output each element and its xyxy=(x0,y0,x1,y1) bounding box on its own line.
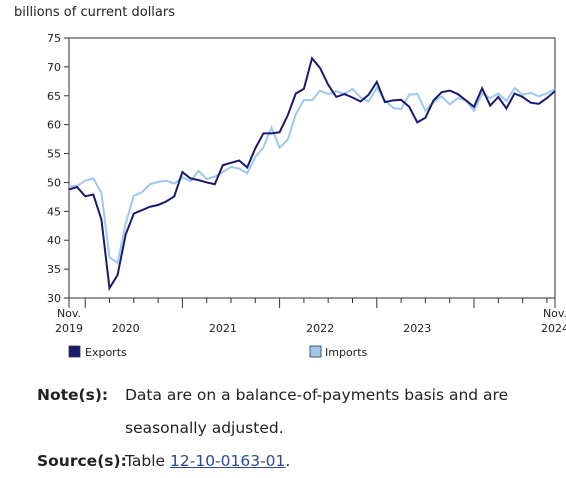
legend-swatch-imports xyxy=(309,345,322,358)
source-text: Table 12-10-0163-01. xyxy=(125,445,525,478)
x-tick-label-year: 2023 xyxy=(403,322,431,335)
y-tick-label: 70 xyxy=(47,61,61,74)
y-tick-label: 75 xyxy=(47,32,61,45)
y-tick-label: 45 xyxy=(47,205,61,218)
plot-area-frame xyxy=(68,37,556,299)
chart-notes: Note(s): Data are on a balance-of-paymen… xyxy=(37,379,525,478)
note-label: Note(s): xyxy=(37,386,109,404)
x-tick-label-year: 2021 xyxy=(209,322,237,335)
source-suffix: . xyxy=(285,452,291,470)
x-tick-label-year: 2022 xyxy=(306,322,334,335)
x-tick-label-year: 2024 xyxy=(541,322,566,335)
trade-line-chart: 30 35 40 45 50 55 60 65 70 75 Nov. 2019 2020 2021 202… xyxy=(47,32,566,359)
y-tick-label: 40 xyxy=(47,234,61,247)
imports-series-line xyxy=(69,85,556,265)
y-axis-unit-label: billions of current dollars xyxy=(14,5,176,20)
y-axis: 30 35 40 45 50 55 60 65 70 75 xyxy=(47,32,69,305)
note-row: Note(s): Data are on a balance-of-paymen… xyxy=(37,379,525,445)
y-tick-label: 50 xyxy=(47,176,61,189)
x-axis: Nov. 2019 2020 2021 2022 2023 Nov. 2024 xyxy=(55,298,566,335)
x-tick-label-year: 2019 xyxy=(55,322,83,335)
x-tick-label-month: Nov. xyxy=(543,307,566,320)
note-text: Data are on a balance-of-payments basis … xyxy=(125,379,525,445)
legend-swatch-exports xyxy=(68,345,81,358)
note-line-1: Data are on a balance-of-payments basis … xyxy=(125,386,509,404)
y-tick-label: 55 xyxy=(47,148,61,161)
legend: Exports Imports xyxy=(68,345,368,359)
y-tick-label: 60 xyxy=(47,119,61,132)
y-tick-label: 65 xyxy=(47,90,61,103)
source-prefix: Table xyxy=(125,452,171,470)
exports-series-line xyxy=(68,56,556,292)
legend-label-exports: Exports xyxy=(85,346,127,359)
y-tick-label: 35 xyxy=(47,263,61,276)
legend-label-imports: Imports xyxy=(325,346,368,359)
x-tick-label-year: 2020 xyxy=(112,322,140,335)
source-row: Source(s): Table 12-10-0163-01. xyxy=(37,445,525,478)
y-tick-label: 30 xyxy=(47,292,61,305)
source-label: Source(s): xyxy=(37,452,127,470)
x-tick-label-month: Nov. xyxy=(57,307,81,320)
note-line-2: seasonally adjusted. xyxy=(125,419,284,437)
source-table-link[interactable]: 12-10-0163-01 xyxy=(170,452,286,470)
